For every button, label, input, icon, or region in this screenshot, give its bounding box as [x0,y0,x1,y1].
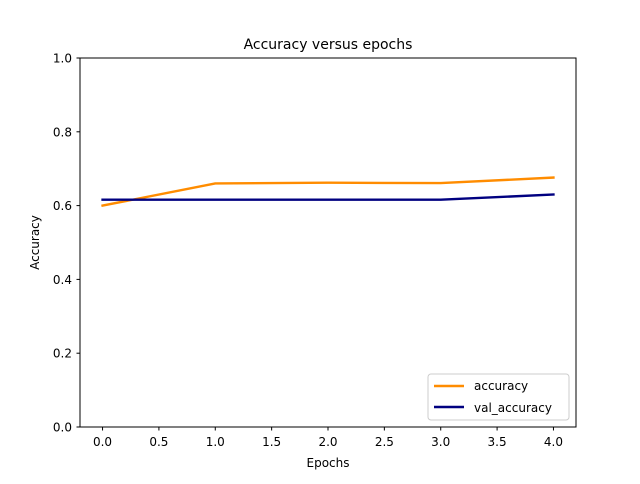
x-tick-label: 1.0 [206,435,225,449]
plot-area-frame [79,57,577,428]
legend: accuracy val_accuracy [427,373,570,421]
series-line-val-accuracy [101,193,555,201]
x-tick-label: 3.0 [431,435,450,449]
x-tick-label: 3.5 [488,435,507,449]
series-line-accuracy [101,176,555,208]
x-tick-label: 0.0 [93,435,112,449]
x-tick-label: 2.0 [318,435,337,449]
y-tick-label: 1.0 [53,52,72,66]
y-tick-label: 0.4 [53,273,72,287]
x-axis-ticks: 0.0 0.5 1.0 1.5 2.0 2.5 3.0 3.5 4.0 [93,427,563,449]
x-tick-label: 1.5 [262,435,281,449]
x-tick-label: 0.5 [149,435,168,449]
x-axis-title: Epochs [307,456,350,470]
y-tick-label: 0.0 [53,421,72,435]
legend-label-accuracy: accuracy [474,379,528,393]
y-tick-label: 0.8 [53,125,72,139]
x-tick-label: 2.5 [375,435,394,449]
x-tick-label: 4.0 [544,435,563,449]
chart-title: Accuracy versus epochs [244,37,413,53]
series-lines [101,176,555,208]
legend-label-val-accuracy: val_accuracy [474,401,552,415]
y-axis-ticks: 0.0 0.2 0.4 0.6 0.8 1.0 [53,52,80,435]
y-axis-title: Accuracy [28,215,42,270]
y-tick-label: 0.2 [53,347,72,361]
y-tick-label: 0.6 [53,199,72,213]
